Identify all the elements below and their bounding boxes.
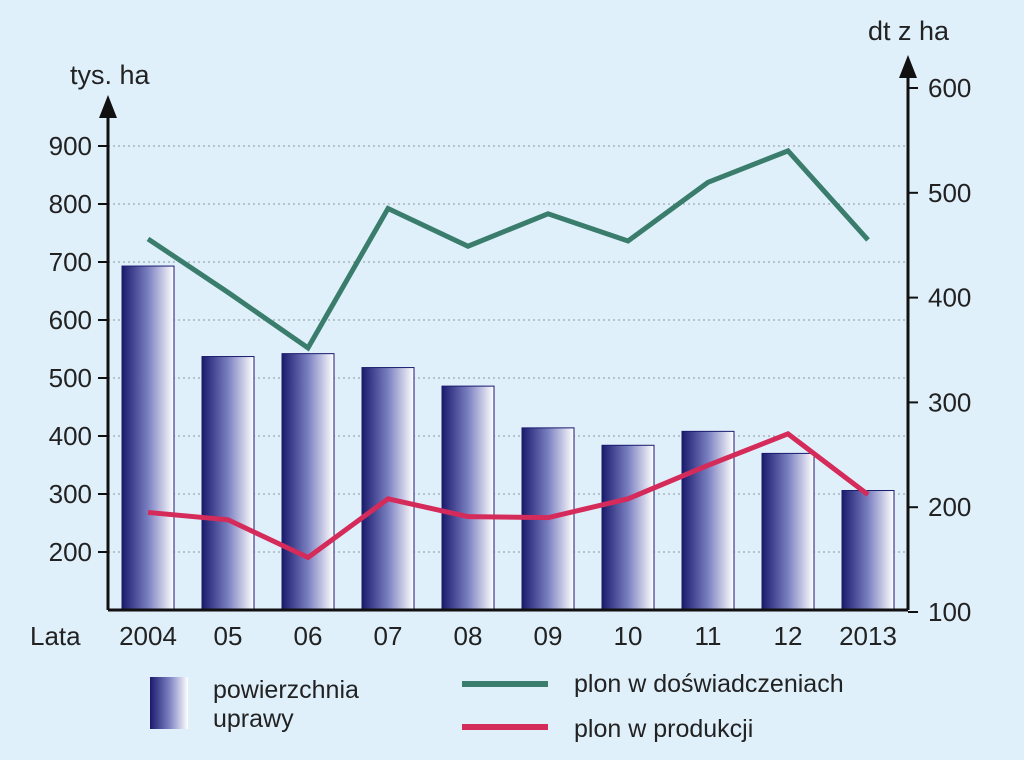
left-axis-unit: tys. ha xyxy=(70,60,151,90)
right-tick-label: 100 xyxy=(928,597,971,627)
bar xyxy=(601,444,655,611)
legend-bar-swatch xyxy=(150,677,188,729)
bar xyxy=(441,385,495,611)
legend-green-label: plon w doświadczeniach xyxy=(574,670,844,698)
x-tick-label: 2013 xyxy=(839,621,897,651)
legend-bar-label-line1: powierzchnia xyxy=(213,676,359,704)
x-tick-label: 07 xyxy=(374,621,403,651)
bar xyxy=(361,367,415,611)
bar xyxy=(121,265,175,611)
left-tick-label: 600 xyxy=(49,305,92,335)
right-axis-unit: dt z ha xyxy=(868,16,950,46)
series-line xyxy=(147,430,870,561)
legend-red-label: plon w produkcji xyxy=(574,715,753,743)
bar xyxy=(281,353,335,611)
left-tick-label: 800 xyxy=(49,189,92,219)
bar xyxy=(201,356,255,611)
right-tick-label: 600 xyxy=(928,73,971,103)
right-axis-arrow xyxy=(899,55,917,78)
tick-labels: 200 300 400 500 600 700 800 900 100 200 300 400 500 6… xyxy=(49,73,972,651)
left-axis-arrow xyxy=(99,95,117,118)
x-tick-label: 08 xyxy=(454,621,483,651)
x-tick-label: 12 xyxy=(774,621,803,651)
right-tick-label: 200 xyxy=(928,492,971,522)
right-tick-label: 300 xyxy=(928,387,971,417)
x-tick-label: 06 xyxy=(294,621,323,651)
legend-bar-label-line2: uprawy xyxy=(213,705,294,733)
bar xyxy=(761,452,815,611)
x-tick-label: 11 xyxy=(695,621,722,651)
right-tick-label: 400 xyxy=(928,283,971,313)
x-axis-title: Lata xyxy=(30,621,81,651)
series-line xyxy=(146,147,870,352)
left-tick-label: 500 xyxy=(49,363,92,393)
left-tick-label: 900 xyxy=(49,131,92,161)
legend: powierzchnia uprawy plon w doświadczenia… xyxy=(150,670,844,743)
left-tick-label: 300 xyxy=(49,479,92,509)
x-tick-label: 05 xyxy=(214,621,243,651)
left-tick-label: 400 xyxy=(49,421,92,451)
x-tick-label: 10 xyxy=(614,621,643,651)
right-tick-label: 500 xyxy=(928,178,971,208)
x-tick-label: 2004 xyxy=(119,621,177,651)
x-tick-label: 09 xyxy=(534,621,563,651)
bar xyxy=(841,490,895,611)
left-tick-label: 700 xyxy=(49,247,92,277)
series-lines xyxy=(146,147,870,561)
left-tick-label: 200 xyxy=(49,537,92,567)
